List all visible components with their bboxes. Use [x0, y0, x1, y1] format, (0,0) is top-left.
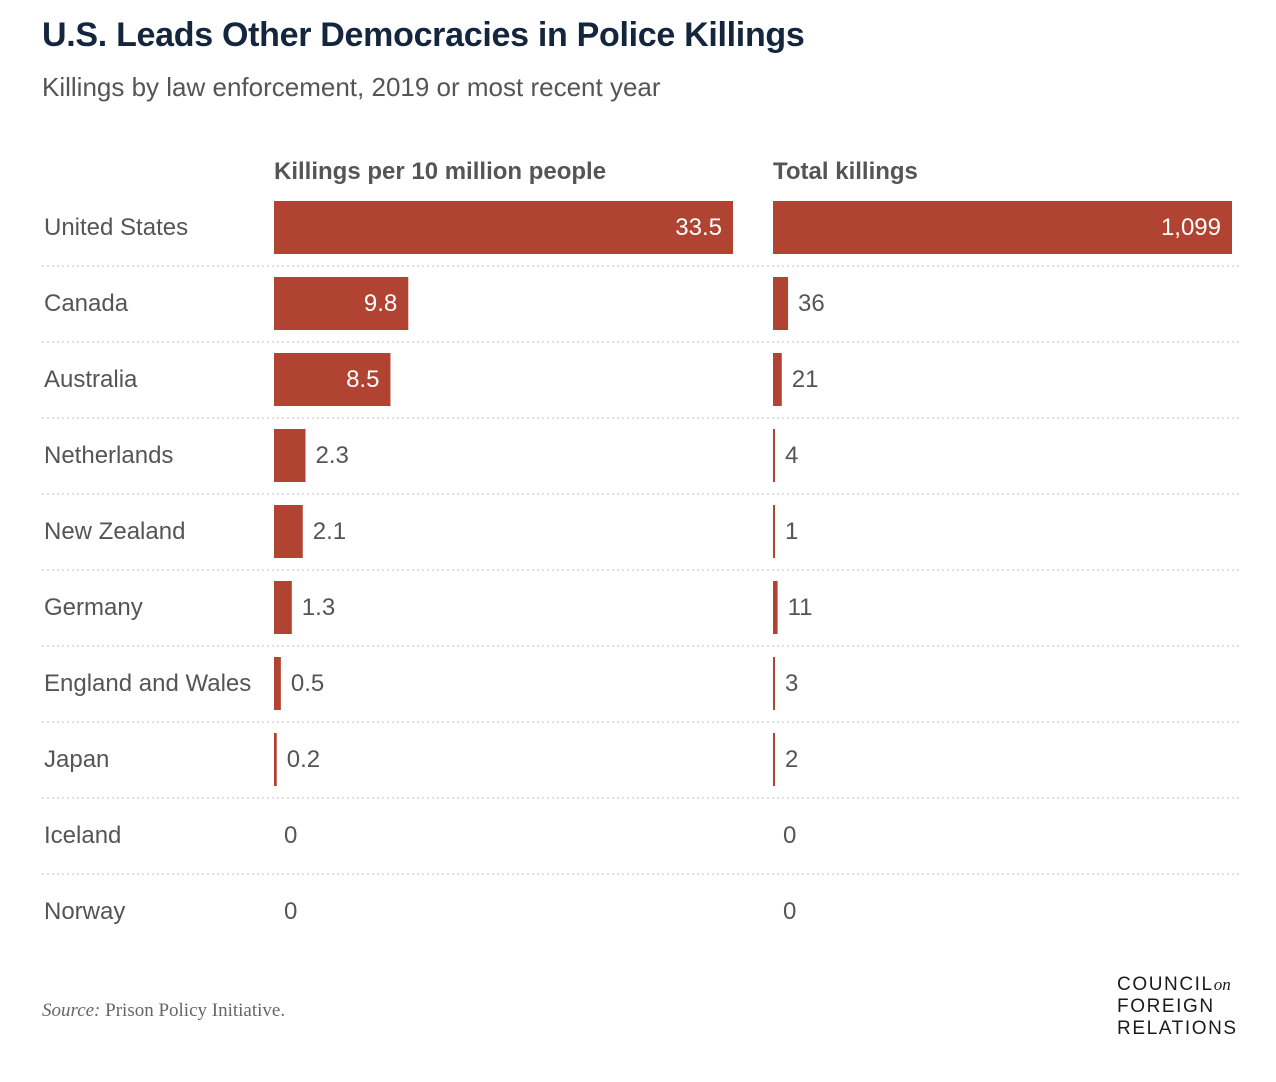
value-label-2-iceland: 0 — [783, 822, 796, 849]
value-label-1-germany: 1.3 — [302, 594, 335, 621]
value-label-1-australia: 8.5 — [346, 366, 379, 393]
category-label-germany: Germany — [44, 594, 143, 621]
bar-1-new-zealand — [274, 505, 303, 558]
category-label-iceland: Iceland — [44, 822, 121, 849]
series-header-1: Killings per 10 million people — [274, 158, 606, 185]
value-label-1-norway: 0 — [284, 898, 297, 925]
logo-line-3: RELATIONS — [1117, 1018, 1238, 1039]
bar-1-netherlands — [274, 429, 306, 482]
source-label: Source: — [42, 1000, 101, 1021]
value-label-2-germany: 11 — [788, 594, 813, 621]
category-label-united-states: United States — [44, 214, 188, 241]
value-label-1-united-states: 33.5 — [675, 214, 722, 241]
bar-2-netherlands — [773, 429, 775, 482]
bar-2-germany — [773, 581, 778, 634]
category-label-new-zealand: New Zealand — [44, 518, 185, 545]
category-label-australia: Australia — [44, 366, 138, 393]
bar-2-japan — [773, 733, 775, 786]
chart-subtitle: Killings by law enforcement, 2019 or mos… — [42, 72, 661, 102]
bar-1-united-states — [274, 201, 733, 254]
value-label-2-japan: 2 — [785, 746, 798, 773]
chart-title: U.S. Leads Other Democracies in Police K… — [42, 16, 805, 54]
bar-1-england-and-wales — [274, 657, 281, 710]
bar-chart: Killings per 10 million people Total kill… — [42, 158, 1240, 925]
value-label-1-netherlands: 2.3 — [316, 442, 349, 469]
bar-1-japan — [274, 733, 277, 786]
value-label-2-new-zealand: 1 — [785, 518, 798, 545]
series-header-2: Total killings — [773, 158, 918, 185]
bar-2-canada — [773, 277, 789, 330]
bar-2-australia — [773, 353, 782, 406]
category-label-norway: Norway — [44, 898, 125, 925]
category-label-netherlands: Netherlands — [44, 442, 173, 469]
source-text: Prison Policy Initiative. — [105, 1000, 286, 1021]
category-label-england-and-wales: England and Wales — [44, 670, 251, 697]
value-label-1-canada: 9.8 — [364, 290, 397, 317]
bar-1-australia — [274, 353, 391, 406]
value-label-2-australia: 21 — [792, 366, 819, 393]
bar-1-germany — [274, 581, 292, 634]
category-label-japan: Japan — [44, 746, 109, 773]
logo-line-1: COUNCIL — [1117, 974, 1214, 995]
value-label-1-england-and-wales: 0.5 — [291, 670, 324, 697]
bar-2-united-states — [773, 201, 1232, 254]
category-label-canada: Canada — [44, 290, 129, 317]
logo-line-1-suffix: on — [1213, 975, 1231, 994]
value-label-2-norway: 0 — [783, 898, 796, 925]
value-label-1-iceland: 0 — [284, 822, 297, 849]
logo-line-2: FOREIGN — [1117, 996, 1215, 1017]
value-label-2-england-and-wales: 3 — [785, 670, 798, 697]
bar-2-england-and-wales — [773, 657, 775, 710]
value-label-2-united-states: 1,099 — [1161, 214, 1221, 241]
value-label-1-japan: 0.2 — [287, 746, 320, 773]
cfr-logo: COUNCILon FOREIGN RELATIONS — [1117, 974, 1238, 1040]
bar-1-canada — [274, 277, 409, 330]
bar-2-new-zealand — [773, 505, 775, 558]
value-label-2-canada: 36 — [798, 290, 825, 317]
value-label-1-new-zealand: 2.1 — [313, 518, 346, 545]
value-label-2-netherlands: 4 — [785, 442, 798, 469]
source-note: Source: Prison Policy Initiative. — [42, 1000, 285, 1022]
